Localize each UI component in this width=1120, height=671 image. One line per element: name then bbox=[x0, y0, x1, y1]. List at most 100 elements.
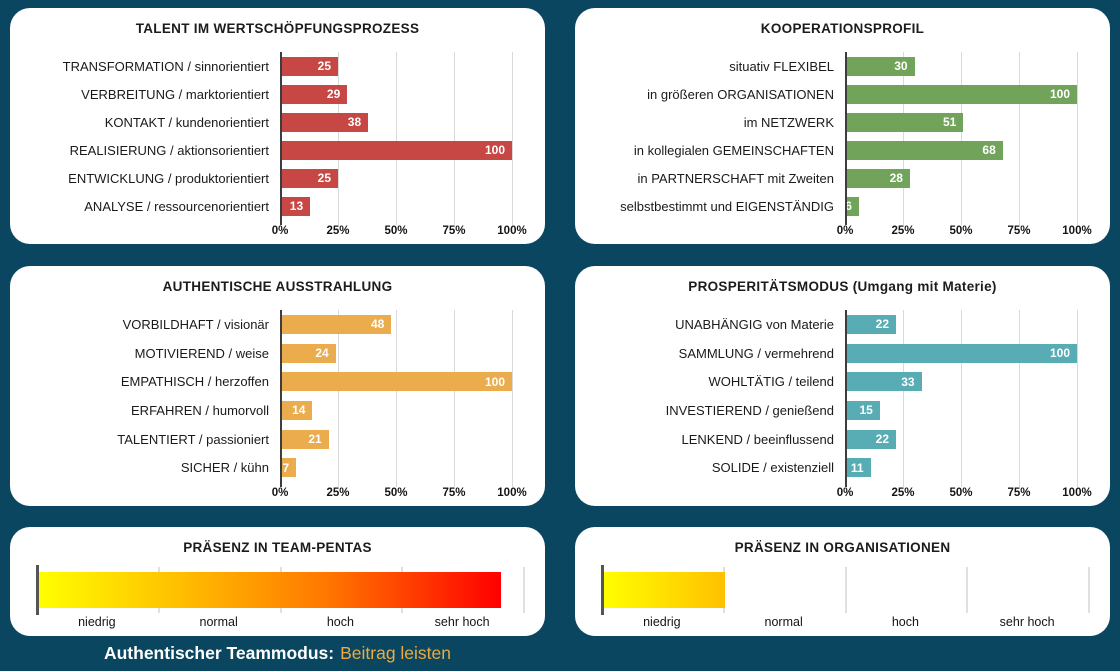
x-tick-label: 25% bbox=[326, 487, 350, 499]
gauge-gradient-bar bbox=[38, 572, 501, 608]
gridline-25 bbox=[338, 52, 339, 225]
bar: 100 bbox=[845, 343, 1077, 363]
gauge-gridline-100 bbox=[1088, 567, 1090, 613]
chart-title: KOOPERATIONSPROFIL bbox=[760, 21, 925, 36]
category-label: VERBREITUNG / marktorientiert bbox=[81, 86, 269, 102]
bar-row: 100 bbox=[280, 136, 512, 164]
bar-value-label: 100 bbox=[1049, 346, 1070, 360]
bar: 7 bbox=[280, 458, 297, 478]
bar-row: 30 bbox=[845, 52, 1077, 80]
gridline-50 bbox=[961, 52, 962, 225]
category-label: im NETZWERK bbox=[743, 114, 834, 130]
bar-value-label: 14 bbox=[292, 403, 306, 418]
category-label: KONTAKT / kundenorientiert bbox=[104, 114, 269, 130]
bar: 24 bbox=[280, 343, 336, 363]
chart-title: AUTHENTISCHE AUSSTRAHLUNG bbox=[162, 279, 393, 294]
y-axis-line bbox=[845, 52, 847, 225]
gridline-100 bbox=[1077, 52, 1078, 225]
bars-container: 25 29 38 100 25 13 bbox=[280, 52, 512, 220]
plot-area: 22 100 33 15 22 11 bbox=[845, 310, 1078, 487]
bar-value-label: 22 bbox=[875, 432, 890, 447]
bar-value-label: 100 bbox=[1049, 87, 1070, 101]
category-label: REALISIERUNG / aktionsorientiert bbox=[69, 142, 269, 158]
bar-row: 6 bbox=[845, 192, 1077, 220]
x-axis-ticks: 0% 25% 50% 75% 100% bbox=[272, 225, 527, 241]
gridline-50 bbox=[961, 310, 962, 487]
gauge-scale-label: normal bbox=[764, 615, 803, 629]
gauge-axis-line bbox=[601, 565, 604, 615]
x-tick-label: 0% bbox=[271, 225, 289, 237]
category-label: ENTWICKLUNG / produktorientiert bbox=[68, 170, 269, 186]
bar-row: 100 bbox=[845, 80, 1077, 108]
x-tick-label: 100% bbox=[497, 225, 527, 237]
x-tick-label: 0% bbox=[836, 225, 854, 237]
x-axis-ticks: 0% 25% 50% 75% 100% bbox=[272, 487, 527, 503]
team-mode-value: Beitrag leisten bbox=[340, 643, 452, 663]
bar: 14 bbox=[280, 400, 313, 420]
bar: 21 bbox=[280, 429, 329, 449]
bar-row: 25 bbox=[280, 52, 512, 80]
gridline-100 bbox=[1077, 310, 1078, 487]
bar-value-label: 13 bbox=[289, 199, 304, 213]
gridline-25 bbox=[338, 310, 339, 487]
category-label: TRANSFORMATION / sinnorientiert bbox=[62, 58, 269, 74]
gridline-25 bbox=[903, 310, 904, 487]
category-label: ANALYSE / ressourcenorientiert bbox=[84, 198, 269, 214]
bar-value-label: 25 bbox=[317, 59, 331, 73]
gauge-scale-label: niedrig bbox=[643, 615, 681, 629]
bar-value-label: 15 bbox=[859, 403, 873, 418]
bar-value-label: 100 bbox=[484, 143, 505, 157]
chart-title: TALENT IM WERTSCHÖPFUNGSPROZESS bbox=[135, 21, 420, 36]
gauge-gradient-bar bbox=[603, 572, 725, 608]
bar: 38 bbox=[280, 112, 369, 132]
chart-title: PROSPERITÄTSMODUS (Umgang mit Materie) bbox=[688, 279, 997, 294]
chart-body: UNABHÄNGIG von Materie SAMMLUNG / vermehr… bbox=[575, 310, 1078, 487]
bar-value-label: 28 bbox=[889, 171, 903, 185]
category-labels: situativ FLEXIBEL in größeren ORGANISATIO… bbox=[575, 52, 845, 220]
y-axis-line bbox=[845, 310, 847, 487]
bar: 100 bbox=[280, 140, 512, 160]
gauge-plot-area bbox=[601, 565, 1090, 615]
bar-value-label: 24 bbox=[315, 346, 329, 360]
bar-row: 48 bbox=[280, 310, 512, 339]
category-label: in PARTNERSCHAFT mit Zweiten bbox=[637, 170, 835, 186]
x-tick-label: 100% bbox=[497, 487, 527, 499]
category-label: SICHER / kühn bbox=[180, 460, 269, 476]
bar: 68 bbox=[845, 140, 1003, 160]
gauge-gridline-50 bbox=[844, 567, 847, 613]
bar-value-label: 100 bbox=[484, 374, 505, 389]
bar: 100 bbox=[845, 84, 1077, 104]
x-tick-label: 75% bbox=[1007, 487, 1031, 499]
bar: 22 bbox=[845, 429, 897, 449]
category-label: VORBILDHAFT / visionär bbox=[122, 316, 269, 332]
x-tick-label: 25% bbox=[891, 225, 915, 237]
bar-row: 25 bbox=[280, 164, 512, 192]
bar-row: 28 bbox=[845, 164, 1077, 192]
ausstrahlung-chart-panel: AUTHENTISCHE AUSSTRAHLUNG VORBILDHAFT / … bbox=[10, 266, 545, 506]
x-tick-label: 50% bbox=[384, 225, 408, 237]
bar: 25 bbox=[280, 56, 338, 76]
chart-title: PRÄSENZ IN ORGANISATIONEN bbox=[734, 540, 951, 555]
gauge-scale-label: sehr hoch bbox=[434, 615, 490, 629]
gauge-gridline-75 bbox=[966, 567, 969, 613]
gridline-75 bbox=[1019, 52, 1020, 225]
chart-title: PRÄSENZ IN TEAM-PENTAS bbox=[183, 540, 372, 555]
gauge-scale-label: niedrig bbox=[78, 615, 116, 629]
chart-body: situativ FLEXIBEL in größeren ORGANISATIO… bbox=[575, 52, 1078, 225]
bar: 33 bbox=[845, 372, 922, 392]
bar-value-label: 25 bbox=[317, 171, 331, 185]
category-label: EMPATHISCH / herzoffen bbox=[120, 374, 269, 390]
category-label: ERFAHREN / humorvoll bbox=[131, 402, 269, 418]
plot-area: 48 24 100 14 21 7 bbox=[280, 310, 513, 487]
gridline-50 bbox=[396, 52, 397, 225]
team-mode-caption: Authentischer Teammodus: Beitrag leisten bbox=[10, 643, 545, 664]
gridline-100 bbox=[512, 310, 513, 487]
category-label: UNABHÄNGIG von Materie bbox=[675, 316, 834, 332]
category-label: SOLIDE / existenziell bbox=[711, 460, 834, 476]
bar-row: 15 bbox=[845, 396, 1077, 425]
bar-value-label: 22 bbox=[875, 317, 890, 332]
bar-row: 100 bbox=[845, 339, 1077, 368]
x-tick-label: 25% bbox=[326, 225, 350, 237]
category-label: in größeren ORGANISATIONEN bbox=[647, 86, 834, 102]
bar-row: 7 bbox=[280, 453, 512, 482]
